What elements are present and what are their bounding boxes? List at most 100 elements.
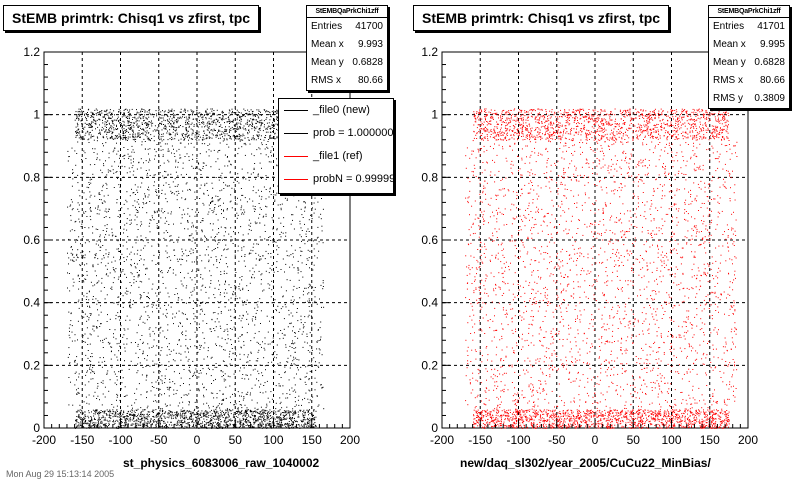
data-point (173, 223, 174, 225)
data-point (123, 232, 124, 234)
data-point (282, 337, 284, 339)
data-point (311, 326, 313, 328)
data-point (154, 125, 156, 127)
data-point (82, 335, 84, 337)
data-point (302, 217, 304, 218)
data-point (250, 173, 252, 175)
data-point (286, 279, 288, 281)
data-point (235, 227, 236, 229)
data-point (147, 292, 149, 294)
data-point (111, 121, 113, 123)
data-point (190, 142, 192, 144)
data-point (283, 217, 285, 219)
data-point (133, 122, 135, 124)
data-point (165, 315, 167, 317)
data-point (270, 116, 272, 118)
data-point (193, 287, 195, 289)
data-point (127, 426, 128, 428)
data-point (194, 408, 196, 410)
data-point (250, 118, 252, 120)
data-point (143, 203, 145, 205)
data-point (260, 111, 261, 113)
data-point (146, 126, 148, 128)
data-point (251, 399, 253, 401)
data-point (226, 139, 228, 141)
data-point (290, 322, 292, 324)
data-point (224, 329, 226, 331)
data-point (106, 413, 108, 415)
data-point (87, 344, 89, 345)
data-point (89, 306, 91, 308)
data-point (80, 243, 81, 245)
data-point (196, 412, 198, 413)
data-point (159, 332, 161, 334)
data-point (188, 238, 190, 240)
data-point (134, 262, 135, 264)
data-point (253, 138, 255, 139)
data-point (215, 124, 217, 126)
data-point (301, 250, 303, 252)
data-point (134, 116, 136, 118)
data-point (196, 400, 198, 402)
data-point (264, 337, 266, 339)
data-point (113, 371, 115, 373)
data-point (83, 426, 85, 428)
data-point (268, 244, 270, 246)
data-point (220, 327, 222, 329)
data-point (132, 135, 134, 137)
data-point (143, 138, 145, 140)
data-point (118, 165, 119, 167)
data-point (307, 316, 309, 318)
data-point (215, 118, 217, 120)
data-point (76, 389, 77, 391)
data-point (320, 321, 322, 323)
data-point (86, 271, 88, 272)
data-point (261, 346, 262, 348)
data-point (249, 239, 251, 241)
data-point (225, 397, 227, 399)
data-point (282, 295, 284, 297)
data-point (230, 138, 232, 140)
data-point (110, 137, 111, 139)
data-point (184, 110, 186, 112)
data-point (217, 243, 219, 245)
data-point (251, 425, 253, 427)
data-point (301, 262, 303, 264)
data-point (230, 302, 232, 304)
data-point (228, 146, 230, 148)
data-point (298, 279, 300, 281)
data-point (212, 112, 214, 114)
data-point (289, 415, 291, 417)
data-point (259, 259, 261, 261)
data-point (323, 306, 325, 308)
data-point (148, 112, 150, 114)
data-point (160, 111, 162, 113)
data-point (247, 354, 249, 356)
data-point (206, 190, 208, 191)
data-point (273, 121, 275, 122)
data-point (80, 412, 81, 414)
data-point (214, 240, 216, 242)
data-point (236, 180, 238, 182)
data-point (237, 337, 239, 339)
data-point (125, 319, 127, 321)
data-point (267, 131, 269, 133)
data-point (119, 119, 121, 121)
data-point (214, 204, 216, 205)
data-point (161, 394, 163, 396)
data-point (96, 327, 98, 329)
data-point (88, 299, 90, 301)
data-point (291, 387, 293, 389)
data-point (248, 130, 250, 131)
data-point (174, 383, 176, 385)
data-point (263, 109, 265, 111)
data-point (193, 318, 195, 320)
data-point (69, 363, 70, 365)
data-point (96, 326, 98, 328)
data-point (259, 222, 261, 224)
data-point (159, 165, 161, 167)
data-point (217, 425, 219, 427)
data-point (172, 126, 174, 127)
data-point (137, 345, 139, 347)
data-point (195, 368, 197, 370)
